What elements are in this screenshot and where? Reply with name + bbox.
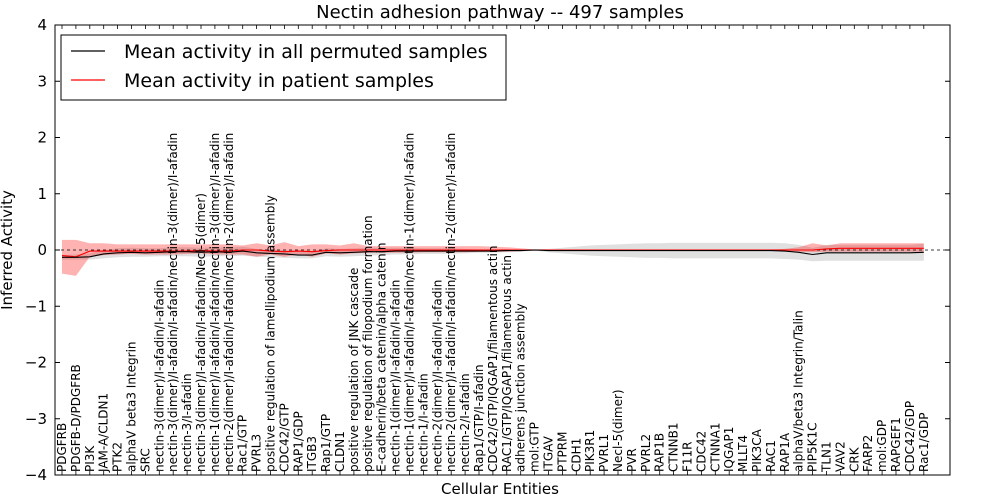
x-tick-label: IQGAP1: [722, 427, 736, 472]
y-tick-label: −2: [25, 354, 47, 372]
x-tick-label: positive regulation of JNK cascade: [347, 268, 361, 472]
x-tick-label: mol:GDP: [875, 420, 889, 472]
x-tick-label: PTK2: [111, 442, 125, 472]
x-tick-label: CDH1: [569, 438, 583, 472]
x-tick-label: nectin-3(dimer)/I-afadin/I-afadin/nectin…: [166, 133, 180, 472]
y-tick-label: −3: [25, 410, 47, 428]
x-tick-label: PIK3CA: [750, 428, 764, 472]
x-tick-label: Rac1/GDP: [917, 413, 931, 472]
patient-mean-line: [61, 247, 924, 258]
x-tick-label: RAP1B: [653, 433, 667, 472]
x-tick-label: nectin-3/I-afadin: [180, 373, 194, 472]
x-tick-label: PVRL3: [250, 434, 264, 472]
legend-label-patient: Mean activity in patient samples: [124, 70, 434, 92]
x-tick-label: nectin-2/I-afadin: [458, 373, 472, 472]
y-tick-label: −4: [25, 466, 47, 484]
x-tick-label: CDC42/GTP/IQGAP1/filamentous actin: [486, 246, 500, 472]
x-tick-label: PVRL1: [597, 434, 611, 472]
x-tick-label: CRK: [847, 446, 861, 472]
y-tick-label: −1: [25, 297, 47, 315]
x-tick-label: adherens junction assembly: [514, 303, 528, 472]
x-tick-label: nectin-1(dimer)/I-afadin/I-afadin: [389, 280, 403, 472]
x-tick-label: positive regulation of lamellipodium ass…: [264, 195, 278, 472]
x-tick-label: ITGB3: [305, 436, 319, 472]
x-tick-label: VAV2: [833, 441, 847, 472]
x-axis-label: Cellular Entities: [441, 480, 559, 498]
x-tick-label: CDC42/GTP: [277, 403, 291, 472]
x-tick-label: CDC42: [694, 431, 708, 472]
x-tick-label: TLN1: [820, 441, 834, 473]
x-tick-label: CTNNA1: [708, 422, 722, 472]
x-tick-label: PIK3R1: [583, 430, 597, 472]
x-tick-label: alphaV/beta3 Integrin/Talin: [792, 310, 806, 472]
bands-layer: [62, 239, 924, 276]
x-tick-label: RAC1/GTP/IQGAP1/filamentous actin: [500, 255, 514, 472]
x-tick-label: nectin-2(dimer)/I-afadin/I-afadin/nectin…: [444, 133, 458, 472]
x-tick-label: CLDN1: [333, 431, 347, 472]
x-tick-label: Rap1/GTP: [319, 414, 333, 472]
x-tick-label: Necl-5(dimer): [611, 389, 625, 472]
x-tick-label: nectin-1(dimer)/I-afadin/I-afadin/nectin…: [403, 133, 417, 472]
x-tick-label: RAP1/GDP: [291, 411, 305, 472]
permuted-mean-line: [62, 249, 924, 258]
y-axis: 4 3 2 1 0 −1 −2 −3 −4: [25, 16, 950, 484]
x-tick-label: PDGFRB: [55, 423, 69, 472]
x-tick-label: alphaV beta3 Integrin: [125, 341, 139, 472]
legend-label-permuted: Mean activity in all permuted samples: [124, 41, 487, 63]
y-tick-label: 1: [37, 185, 47, 203]
x-tick-label: Rac1/GTP: [236, 415, 250, 472]
x-tick-label: PIP5K1C: [806, 422, 820, 472]
x-tick-label: RAP1A: [778, 432, 792, 472]
x-tick-label: PI3K: [83, 445, 97, 472]
patient-band: [62, 239, 924, 276]
x-tick-label: PDGFB-D/PDGFRB: [69, 364, 83, 472]
x-tick-label: nectin-1/I-afadin: [416, 373, 430, 472]
x-tick-label: FARP2: [861, 435, 875, 472]
x-tick-label: nectin-3(dimer)/I-afadin/I-afadin: [152, 280, 166, 472]
x-tick-label: ITGAV: [542, 435, 556, 472]
legend: Mean activity in all permuted samples Me…: [60, 34, 507, 101]
x-tick-label: RAC1: [764, 440, 778, 472]
x-tick-label: PVR: [625, 448, 639, 472]
x-tick-label: nectin-3(dimer)/I-afadin/I-afadin/Necl-5…: [194, 193, 208, 472]
y-tick-label: 2: [37, 129, 47, 147]
lines-layer: [55, 247, 950, 258]
x-tick-label: F11R: [681, 441, 695, 472]
y-tick-label: 3: [37, 72, 47, 90]
x-tick-label: nectin-2(dimer)/I-afadin/I-afadin/nectin…: [222, 133, 236, 472]
x-tick-label: PTPRM: [555, 432, 569, 473]
chart-title: Nectin adhesion pathway -- 497 samples: [316, 2, 684, 23]
x-tick-label: E-cadherin/beta catenin/alpha catenin: [375, 242, 389, 472]
x-tick-label: nectin-1(dimer)/I-afadin/I-afadin/nectin…: [208, 133, 222, 472]
x-tick-label: nectin-2(dimer)/I-afadin/I-afadin: [430, 280, 444, 472]
x-tick-label: positive regulation of filopodium format…: [361, 215, 375, 472]
x-tick-label: RAPGEF1: [889, 417, 903, 472]
y-tick-label: 4: [37, 16, 47, 34]
permuted-band: [62, 242, 924, 262]
y-axis-label: Inferred Activity: [0, 190, 16, 310]
x-tick-labels: PDGFRB PDGFB-D/PDGFRB PI3K JAM-A/CLDN1 PTK2 a…: [55, 133, 931, 473]
legend-box: [60, 34, 507, 101]
x-tick-label: CTNNB1: [667, 422, 681, 472]
x-tick-label: MLLT4: [736, 435, 750, 472]
x-tick-label: SRC: [138, 448, 152, 472]
x-tick-label: PVRL2: [639, 434, 653, 472]
x-tick-label: mol:GTP: [528, 422, 542, 472]
x-tick-label: JAM-A/CLDN1: [97, 393, 111, 473]
x-tick-label: CDC42/GDP: [903, 401, 917, 472]
plot-frame: [54, 24, 951, 476]
x-tick-label: Rap1/GTP/I-afadin: [472, 364, 486, 472]
y-tick-label: 0: [37, 241, 47, 259]
